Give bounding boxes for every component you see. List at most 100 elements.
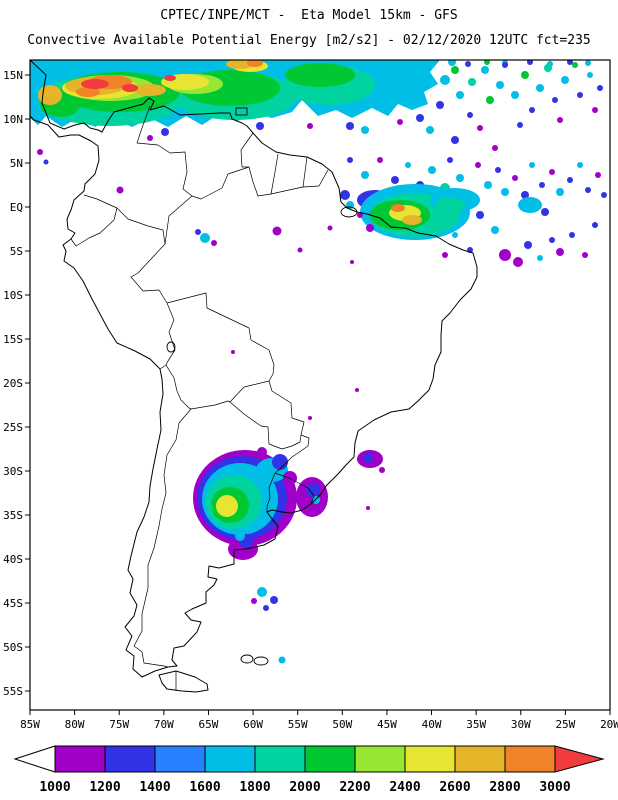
lon-label: 65W (199, 718, 219, 731)
country-borders-shape (248, 166, 272, 197)
cape-shading-shape (592, 222, 598, 228)
cape-shading-shape (81, 79, 109, 89)
cape-shading-shape (597, 85, 603, 91)
cape-shading-shape (549, 169, 555, 175)
lon-label: 50W (332, 718, 352, 731)
cape-shading-shape (544, 64, 552, 72)
colorbar: 1000 1200 1400 1600 1800 2000 2200 2400 2600 2800… (13, 745, 605, 795)
country-borders-shape (164, 195, 193, 245)
colorbar-tick-label: 1800 (239, 780, 270, 795)
cape-shading-shape (518, 197, 542, 213)
cape-shading-shape (452, 232, 458, 238)
lat-label: 15S (3, 333, 23, 346)
cape-shading-shape (484, 181, 492, 189)
cape-shading-shape (527, 60, 533, 65)
cape-shading-shape (521, 191, 529, 199)
lat-label: 20S (3, 377, 23, 390)
cape-shading-shape (195, 229, 201, 235)
cape-shading-shape (216, 495, 238, 517)
country-borders-shape (116, 207, 166, 245)
colorbar-tick-label: 1600 (189, 780, 220, 795)
colorbar-segment (404, 745, 456, 773)
country-borders-shape (270, 186, 304, 195)
cape-shading-shape (257, 447, 267, 457)
lat-label: 15N (3, 69, 23, 82)
lon-label: 20W (600, 718, 618, 731)
cape-shading-shape (582, 252, 588, 258)
lon-label: 45W (377, 718, 397, 731)
lon-label: 40W (422, 718, 442, 731)
colorbar-segment (104, 745, 156, 773)
cape-shading-shape (257, 587, 267, 597)
cape-shading-shape (502, 62, 508, 68)
lat-label: 55S (3, 685, 23, 698)
colorbar-segment (504, 745, 556, 773)
cape-shading-shape (37, 149, 43, 155)
cape-shading-shape (43, 159, 49, 165)
cape-shading-shape (391, 204, 405, 212)
colorbar-segment (54, 745, 106, 773)
lat-label: 10N (3, 113, 23, 126)
cape-shading-shape (366, 224, 374, 232)
cape-shading-shape (486, 96, 494, 104)
cape-shading-shape (297, 247, 303, 253)
cape-shading-shape (251, 598, 257, 604)
colorbar-tick-label: 2400 (389, 780, 420, 795)
lat-label: 35S (3, 509, 23, 522)
cape-shading-shape (601, 192, 607, 198)
cape-shading-shape (211, 240, 217, 246)
colorbar-segment (254, 745, 306, 773)
lat-label: 40S (3, 553, 23, 566)
cape-shading-shape (556, 188, 564, 196)
cape-shading-shape (428, 166, 436, 174)
cape-shading-shape (524, 241, 532, 249)
cape-shading-shape (76, 87, 100, 97)
cape-shading-shape (592, 107, 598, 113)
cape-shading-shape (278, 656, 286, 664)
colorbar-segment (304, 745, 356, 773)
country-borders-shape (191, 166, 250, 200)
country-borders (70, 105, 329, 691)
country-borders-shape (165, 302, 176, 366)
colorbar-tick-label: 1400 (139, 780, 170, 795)
falkland-west (240, 654, 254, 664)
cape-shading-shape (405, 162, 411, 168)
cape-shading-shape (499, 249, 511, 261)
cape-shading-shape (357, 212, 363, 218)
country-borders-shape (302, 169, 329, 188)
cape-shading-shape (200, 233, 210, 243)
colorbar-tick-label: 2000 (289, 780, 320, 795)
cape-shading-shape (495, 167, 501, 173)
cape-shading-shape (549, 237, 555, 243)
cape-shading-shape (361, 171, 369, 179)
lat-label: 5N (10, 157, 23, 170)
colorbar-below-arrow (13, 745, 56, 773)
page-subtitle: Convective Available Potential Energy [m… (27, 33, 591, 48)
cape-shading-shape (475, 162, 481, 168)
lat-label: 45S (3, 597, 23, 610)
south-america-coastline (29, 59, 478, 678)
cape-shading-shape (456, 91, 464, 99)
colorbar-segment (454, 745, 506, 773)
cape-shading-shape (556, 248, 564, 256)
cape-shading-shape (577, 162, 583, 168)
lat-label: 5S (10, 245, 23, 258)
lon-label: 30W (511, 718, 531, 731)
country-borders-shape (240, 132, 254, 168)
cape-shading-shape (467, 112, 473, 118)
cape-shading-shape (435, 197, 465, 213)
country-borders-shape (270, 153, 279, 195)
cape-shading-shape (567, 60, 573, 65)
cape-shading-shape (122, 84, 138, 92)
cape-shading-shape (587, 72, 593, 78)
cape-shading-shape (134, 84, 166, 96)
cape-shading-shape (481, 66, 489, 74)
colorbar-tick-label: 2600 (439, 780, 470, 795)
country-borders-shape (136, 105, 193, 197)
tierra-del-fuego (158, 670, 209, 693)
cape-shading-shape (529, 162, 535, 168)
page-title: CPTEC/INPE/MCT - Eta Model 15km - GFS (160, 8, 458, 23)
lat-label: 25S (3, 421, 23, 434)
